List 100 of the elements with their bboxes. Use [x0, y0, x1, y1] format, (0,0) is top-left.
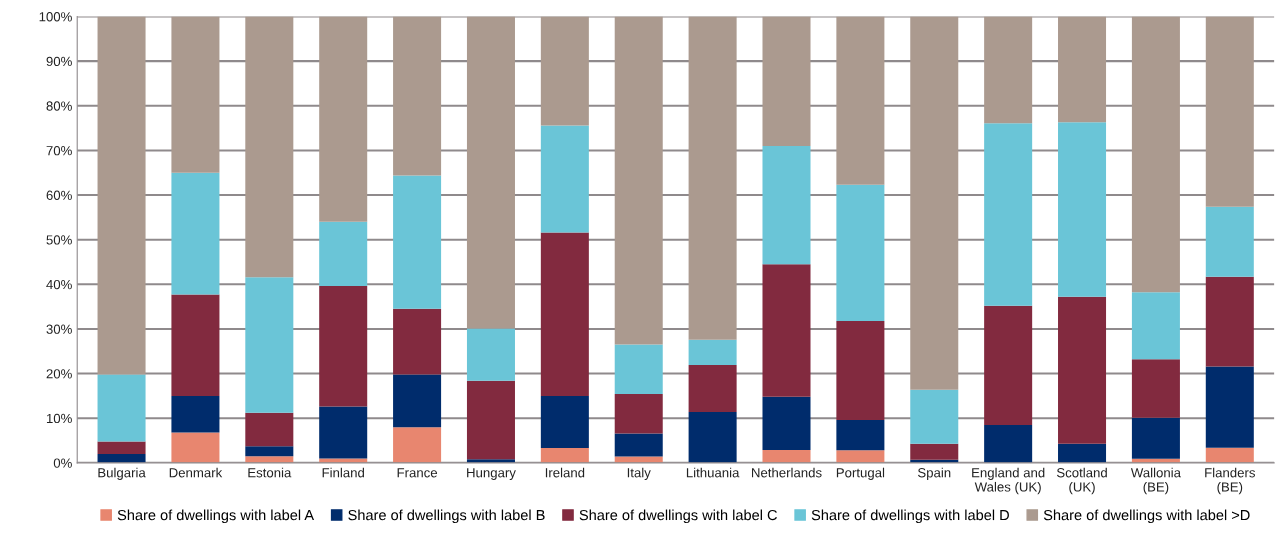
legend-label: Share of dwellings with label A — [117, 509, 315, 524]
bar — [762, 449, 811, 463]
x-tick-label: Portugal — [836, 467, 885, 480]
x-tick-label: Lithuania — [686, 467, 740, 478]
legend-label: Share of dwellings with label >D — [1043, 509, 1250, 524]
bar — [171, 432, 220, 463]
bar — [466, 328, 515, 381]
bar — [319, 406, 368, 459]
bar — [319, 16, 368, 222]
bar — [910, 389, 959, 444]
bar — [910, 16, 959, 390]
bar — [688, 16, 737, 340]
x-tick-label: Bulgaria — [98, 467, 146, 480]
bar — [614, 394, 663, 434]
y-tick-label: 70% — [46, 145, 72, 156]
bar — [466, 380, 515, 460]
bar — [393, 427, 442, 463]
bar — [688, 365, 737, 412]
x-tick-label: Finland — [322, 467, 364, 478]
y-tick-label: 50% — [46, 235, 72, 245]
bar — [836, 184, 885, 321]
bar — [984, 16, 1033, 124]
bar — [1058, 16, 1107, 123]
bar — [1131, 292, 1180, 360]
x-tick-label: France — [397, 468, 438, 478]
x-tick-label: Ireland — [545, 467, 585, 478]
bar — [1058, 122, 1107, 297]
bar — [540, 125, 589, 233]
bar — [762, 396, 811, 450]
bar — [614, 16, 663, 345]
bar — [614, 344, 663, 395]
bar — [319, 286, 368, 407]
bar — [836, 450, 885, 463]
y-tick-label: 90% — [46, 56, 72, 67]
bar — [1058, 296, 1107, 444]
bar — [836, 320, 885, 420]
bar — [614, 433, 663, 457]
y-tick-label: 30% — [46, 324, 72, 334]
x-tick-label: Denmark — [169, 467, 223, 478]
x-tick-label: Wallonia (BE) — [1130, 467, 1181, 495]
bar — [688, 411, 737, 463]
bar — [836, 419, 885, 451]
y-tick-label: 20% — [46, 369, 72, 379]
bar — [245, 16, 294, 278]
bar — [466, 16, 515, 329]
bar — [984, 305, 1033, 425]
bar — [319, 221, 368, 287]
bar — [393, 374, 442, 428]
bar — [540, 395, 589, 449]
bar — [984, 123, 1033, 306]
bar — [1205, 447, 1254, 463]
bar — [1205, 16, 1254, 207]
y-tick-label: 40% — [46, 279, 72, 290]
x-tick-label: England and Wales (UK) — [972, 467, 1045, 495]
bar — [97, 16, 146, 375]
bar — [762, 145, 811, 265]
x-tick-label: Hungary — [467, 468, 516, 480]
legend-label: Share of dwellings with label B — [348, 509, 545, 524]
bar — [171, 16, 220, 173]
bar — [245, 446, 294, 457]
bar — [1131, 417, 1180, 459]
y-tick-label: 60% — [46, 190, 72, 200]
bar — [762, 264, 811, 397]
bar — [319, 458, 368, 463]
bar — [540, 232, 589, 396]
bar — [540, 16, 589, 126]
legend-label: Share of dwellings with label D — [811, 509, 1009, 524]
bar — [171, 294, 220, 396]
x-tick-label: Flanders (BE) — [1205, 467, 1255, 495]
bar — [97, 374, 146, 442]
x-tick-label: Estonia — [248, 467, 292, 478]
y-tick-label: 0% — [53, 458, 72, 468]
bar — [540, 448, 589, 463]
y-tick-label: 100% — [39, 12, 72, 22]
bar — [393, 16, 442, 176]
bar — [97, 453, 146, 463]
bar — [245, 456, 294, 463]
bar — [171, 172, 220, 295]
bar — [1131, 16, 1180, 293]
bar — [245, 277, 294, 413]
legend-label: Share of dwellings with label C — [579, 509, 777, 524]
bar — [1205, 276, 1254, 367]
bar — [171, 395, 220, 433]
y-tick-label: 80% — [46, 101, 72, 111]
bar — [245, 412, 294, 447]
bar — [836, 16, 885, 185]
bar — [393, 175, 442, 309]
bar — [97, 441, 146, 454]
x-tick-label: Italy — [627, 467, 651, 480]
x-tick-label: Scotland (UK) — [1056, 467, 1107, 495]
bar — [984, 424, 1033, 463]
bar — [688, 339, 737, 366]
bar — [1205, 366, 1254, 448]
bar — [1058, 443, 1107, 463]
bar — [1205, 206, 1254, 277]
bar — [1131, 359, 1180, 418]
bar — [762, 16, 811, 146]
x-tick-label: Netherlands — [752, 467, 822, 478]
bar — [910, 443, 959, 460]
y-tick-label: 10% — [46, 413, 72, 424]
